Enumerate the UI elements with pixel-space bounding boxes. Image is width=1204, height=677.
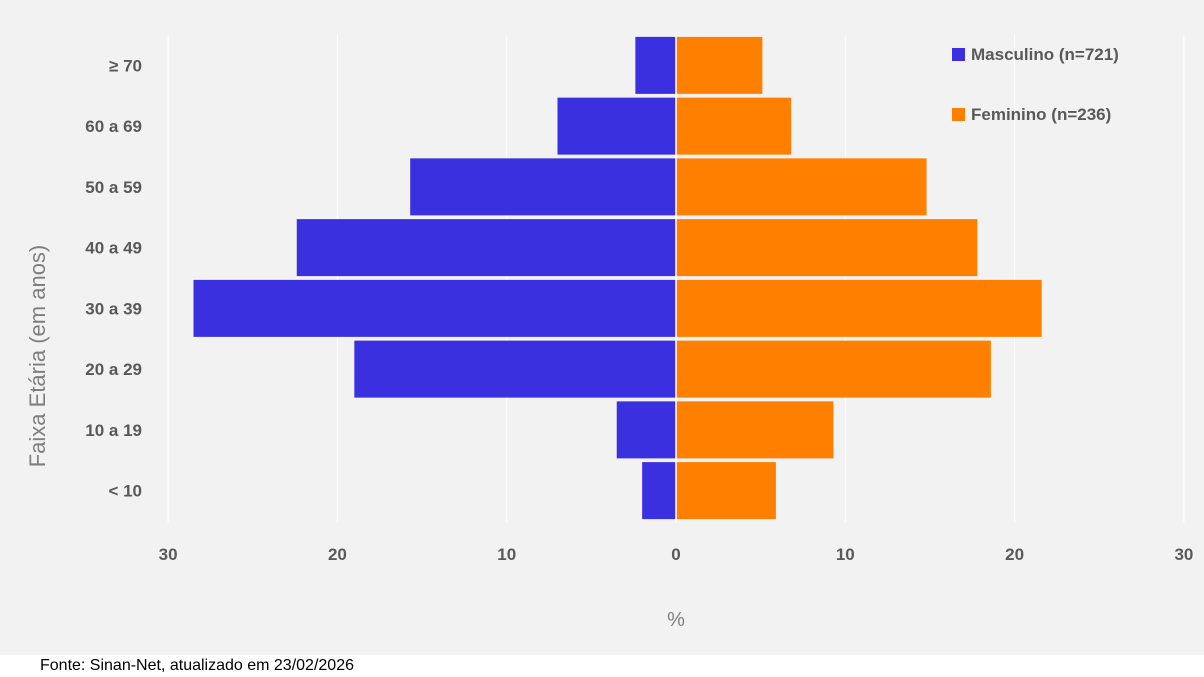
y-tick-label-2: 50 a 59 xyxy=(85,178,142,197)
y-tick-label-7: < 10 xyxy=(108,482,142,501)
bar-masculino-0 xyxy=(635,36,676,94)
x-tick-labels: 30 20 10 0 10 20 30 xyxy=(159,545,1194,564)
bar-feminino-3 xyxy=(676,219,978,277)
legend-swatch-0 xyxy=(952,48,965,61)
bar-masculino-6 xyxy=(616,401,676,459)
x-tick-label-4: 10 xyxy=(836,545,855,564)
y-tick-label-4: 30 a 39 xyxy=(85,299,142,318)
source-note: Fonte: Sinan-Net, atualizado em 23/02/20… xyxy=(40,657,354,674)
legend-label-1: Feminino (n=236) xyxy=(971,105,1111,124)
legend-label-0: Masculino (n=721) xyxy=(971,45,1119,64)
y-tick-label-6: 10 a 19 xyxy=(85,421,142,440)
bar-masculino-3 xyxy=(296,219,676,277)
x-tick-label-5: 20 xyxy=(1005,545,1024,564)
population-pyramid-chart: ≥ 70 60 a 69 50 a 59 40 a 49 30 a 39 20 a 29 1… xyxy=(25,35,1194,631)
bar-masculino-1 xyxy=(557,97,676,155)
x-tick-label-3: 0 xyxy=(671,545,680,564)
bar-masculino-4 xyxy=(193,279,676,337)
legend: Masculino (n=721) Feminino (n=236) xyxy=(952,45,1119,124)
bar-feminino-1 xyxy=(676,97,792,155)
x-axis-label: % xyxy=(667,609,685,631)
x-tick-label-0: 30 xyxy=(159,545,178,564)
bar-feminino-2 xyxy=(676,158,927,216)
y-tick-label-5: 20 a 29 xyxy=(85,360,142,379)
legend-swatch-1 xyxy=(952,108,965,121)
bar-masculino-2 xyxy=(410,158,676,216)
y-tick-label-3: 40 a 49 xyxy=(85,239,142,258)
y-axis-label: Faixa Etária (em anos) xyxy=(25,245,50,468)
x-tick-label-2: 10 xyxy=(497,545,516,564)
x-tick-label-6: 30 xyxy=(1174,545,1193,564)
bar-feminino-0 xyxy=(676,36,763,94)
bar-masculino-5 xyxy=(354,340,676,398)
bar-feminino-7 xyxy=(676,462,776,520)
bar-masculino-7 xyxy=(642,462,676,520)
bar-feminino-5 xyxy=(676,340,991,398)
bar-feminino-6 xyxy=(676,401,834,459)
bars xyxy=(193,35,1042,522)
bar-feminino-4 xyxy=(676,279,1042,337)
x-tick-label-1: 20 xyxy=(328,545,347,564)
y-tick-labels: ≥ 70 60 a 69 50 a 59 40 a 49 30 a 39 20 a 29 1… xyxy=(85,56,142,500)
y-tick-label-1: 60 a 69 xyxy=(85,117,142,136)
y-tick-label-0: ≥ 70 xyxy=(109,56,142,75)
